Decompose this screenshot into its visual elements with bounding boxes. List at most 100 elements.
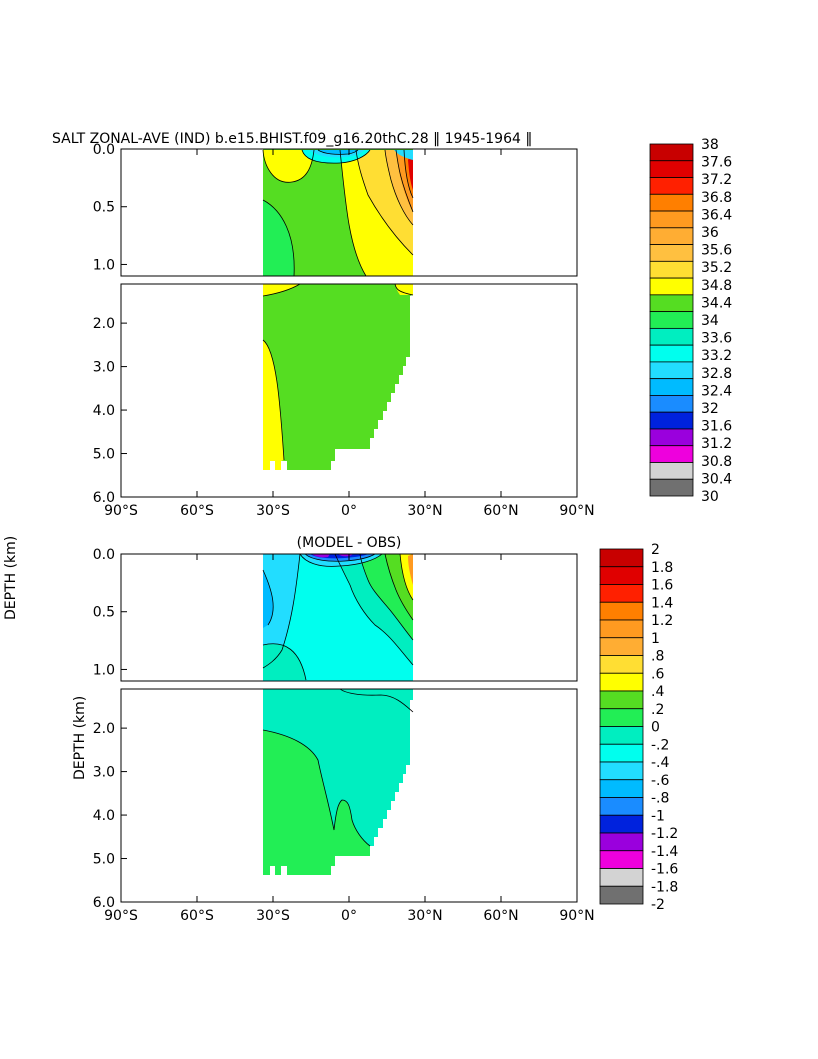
diff-colorbar-swatch	[599, 868, 644, 887]
diff-upper-contour-ne06	[399, 553, 414, 601]
diff-colorbar-swatch	[599, 832, 644, 852]
diff-ytick-label: 3.0	[93, 765, 115, 781]
diff-upper-contour-surface	[299, 553, 383, 567]
salt-colorbar-label: 34.4	[701, 295, 732, 311]
diff-lower-contour-sw	[262, 729, 371, 847]
diff-colorbar-label: -1.2	[651, 826, 678, 842]
diff-xtick-label: 90°N	[559, 908, 594, 924]
diff-colorbar-label: 2	[651, 542, 660, 558]
diff-upper-field	[262, 553, 414, 681]
diff-ytick-label: 2.0	[93, 721, 115, 737]
diff-colorbar-swatch	[599, 672, 644, 692]
salt-xticks: 90°S 60°S 30°S 0° 30°N 60°N 90°N	[104, 149, 595, 519]
diff-upper-contour-ne0	[334, 553, 414, 666]
diff-upper-contours	[262, 553, 414, 681]
salt-upper-field	[262, 149, 414, 277]
diff-colorbar-label: 1	[651, 631, 660, 647]
salt-colorbar-swatch	[649, 428, 694, 447]
diff-ytick-label: 4.0	[93, 808, 115, 824]
salt-colorbar-label: 34	[701, 313, 719, 329]
diff-xtick-label: 30°N	[407, 908, 442, 924]
diff-upper-contour-sw2	[262, 569, 274, 626]
salt-lower-sw-348-region	[263, 340, 284, 470]
salt-colorbar-swatch	[649, 177, 694, 195]
salt-colorbar: 38 37.637.2 36.836.4 36 35.635.2 34.834.4 34 33…	[649, 137, 732, 505]
diff-ytick-label: 6.0	[93, 895, 115, 911]
salt-colorbar-label: 33.6	[701, 331, 732, 347]
diff-colorbar-swatch	[599, 885, 644, 905]
diff-ytick-label: 0.5	[93, 605, 115, 621]
diff-colorbar-label: 1.6	[651, 578, 673, 594]
diff-upper-contour-sw3	[262, 643, 307, 681]
diff-lower-contour-top	[339, 688, 414, 713]
diff-upper-contour-surface2	[304, 553, 376, 562]
diff-colorbar-swatch	[599, 690, 644, 710]
salt-colorbar-swatch	[649, 361, 694, 380]
salt-colorbar-swatch	[649, 160, 694, 178]
salt-colorbar-label: 32	[701, 401, 719, 417]
salt-colorbar-label: 33.2	[701, 348, 732, 364]
diff-colorbar-label: 1.2	[651, 613, 673, 629]
salt-colorbar-label: 30.8	[701, 454, 732, 470]
diff-upper-contour-ne02	[359, 553, 414, 641]
salt-upper-ne-376-region	[408, 150, 413, 190]
diff-colorbar-label: -1	[651, 808, 665, 824]
salt-colorbar-swatch	[649, 378, 694, 396]
diff-colorbar-swatch	[599, 601, 644, 621]
diff-colorbar-swatch	[599, 797, 644, 816]
salt-colorbar-label: 34.8	[701, 278, 732, 294]
salt-ytick-label: 3.0	[93, 360, 115, 376]
salt-upper-contour-352	[355, 149, 414, 256]
salt-upper-contour-336	[301, 149, 371, 164]
salt-upper-contours	[262, 149, 414, 277]
salt-colorbar-swatch	[649, 344, 694, 363]
diff-colorbar-swatch	[599, 779, 644, 798]
salt-lower-field	[262, 283, 414, 470]
salt-upper-ne-surface-fresh-region	[394, 150, 413, 160]
salt-ytick-label: 0.5	[93, 200, 115, 216]
salt-colorbar-label: 32.4	[701, 383, 732, 399]
diff-lower-sw-02-region	[263, 730, 370, 875]
diff-colorbar-swatch	[599, 761, 644, 781]
salt-lower-contour-top-ne	[394, 283, 414, 296]
salt-upper-surface-sw-348-region	[263, 150, 314, 183]
diff-colorbar-label: -1.6	[651, 862, 678, 878]
salt-plot-title: SALT ZONAL-AVE (IND) b.e15.BHIST.f09_g16…	[52, 131, 532, 147]
salt-xtick-label: 60°S	[180, 503, 214, 519]
salt-upper-contour-328	[317, 149, 359, 155]
salt-xtick-label: 30°N	[407, 503, 442, 519]
salt-upper-contour-368	[403, 149, 414, 199]
salt-colorbar-label: 31.6	[701, 419, 732, 435]
diff-colorbar-swatch	[599, 584, 644, 603]
salt-ytick-label: 0.0	[93, 142, 115, 158]
salt-upper-contour-sw	[262, 199, 295, 277]
salt-ylabel: DEPTH (km)	[3, 536, 19, 620]
diff-colorbar-label: .4	[651, 684, 664, 700]
diff-colorbar: 21.81.61.41.21.8.6.4.20-.2-.4-.6-.8-1-1.…	[599, 542, 678, 913]
salt-colorbar-label: 36	[701, 225, 719, 241]
diff-colorbar-swatch	[599, 814, 644, 834]
diff-colorbar-label: -.2	[651, 737, 669, 753]
salt-upper-sw-34-region	[263, 200, 295, 276]
salt-colorbar-swatch	[649, 311, 694, 329]
salt-plot: SALT ZONAL-AVE (IND) b.e15.BHIST.f09_g16…	[3, 131, 732, 620]
diff-upper-contour-ne04	[384, 553, 414, 621]
salt-colorbar-swatch	[649, 411, 694, 430]
salt-colorbar-label: 30.4	[701, 471, 732, 487]
salt-colorbar-swatch	[649, 244, 694, 262]
diff-xticks: 90°S 60°S 30°S 0° 30°N 60°N 90°N	[104, 554, 595, 924]
diff-colorbar-label: .6	[651, 666, 664, 682]
diff-colorbar-swatch	[599, 548, 644, 568]
diff-colorbar-label: -.8	[651, 791, 669, 807]
salt-colorbar-swatch	[649, 143, 694, 162]
diff-colorbar-swatch	[599, 850, 644, 869]
diff-colorbar-label: .2	[651, 702, 664, 718]
diff-colorbar-label: -2	[651, 897, 665, 913]
diff-colorbar-label: .8	[651, 649, 664, 665]
salt-colorbar-swatch	[649, 462, 694, 480]
diff-colorbar-label: -1.4	[651, 844, 678, 860]
salt-colorbar-label: 31.2	[701, 436, 732, 452]
diff-plot: (MODEL - OBS)	[72, 535, 678, 924]
